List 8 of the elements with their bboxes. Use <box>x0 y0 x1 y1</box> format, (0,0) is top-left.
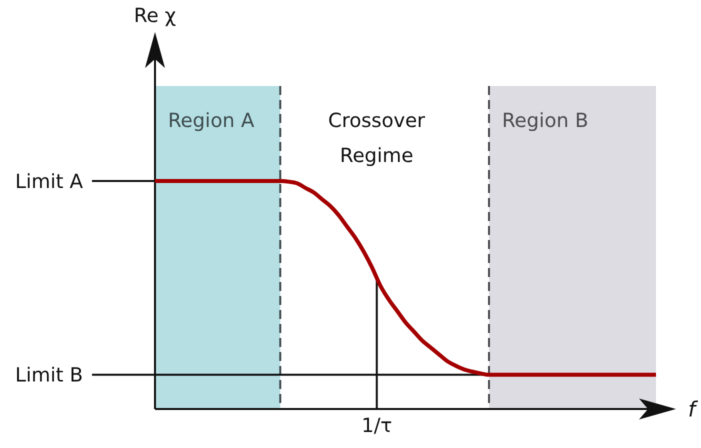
text: Region B <box>502 109 588 132</box>
text: Region A <box>168 109 255 132</box>
ref-line-label: Limit A <box>15 170 84 193</box>
text: Crossover Regime <box>328 109 426 168</box>
ref-line-label: Limit B <box>15 364 83 387</box>
text: 1/τ <box>361 414 392 437</box>
text: Re χ <box>134 4 176 27</box>
x-axis-title: f <box>688 397 699 422</box>
